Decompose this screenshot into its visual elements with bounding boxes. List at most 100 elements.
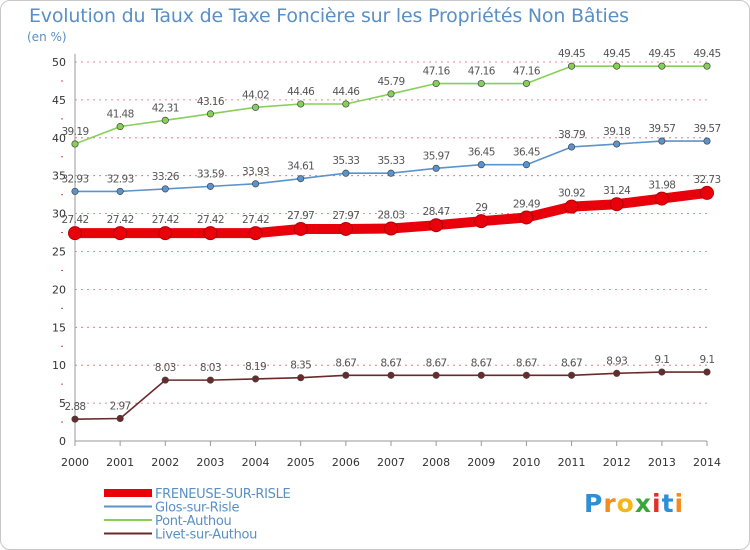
legend-label: Glos-sur-Risle <box>155 501 239 516</box>
data-point <box>564 199 579 214</box>
data-point <box>387 90 395 98</box>
x-tick-label: 2011 <box>558 456 586 469</box>
data-point <box>71 187 79 195</box>
data-point <box>248 226 263 241</box>
data-label: 27.97 <box>287 210 314 222</box>
data-label: 35.33 <box>332 155 359 167</box>
data-point <box>113 226 128 241</box>
data-label: 28.47 <box>423 206 450 218</box>
data-label: 8.03 <box>155 362 176 374</box>
series-freneuse-sur-risle: 27.42 27.42 27.42 27.42 27.42 27.97 27.97 28.03… <box>61 174 721 241</box>
x-tick-label: 2001 <box>106 456 134 469</box>
x-tick-label: 2000 <box>61 456 89 469</box>
data-label: 9.1 <box>654 354 669 366</box>
data-label: 29.49 <box>513 198 540 210</box>
data-label: 27.42 <box>197 214 224 226</box>
data-label: 31.98 <box>648 180 675 192</box>
x-tick-label: 2010 <box>512 456 540 469</box>
data-point <box>206 376 214 384</box>
data-point <box>432 79 440 88</box>
data-point <box>116 123 124 131</box>
data-label: 49.45 <box>648 48 675 60</box>
y-tick-label: 25 <box>52 246 66 259</box>
data-point <box>522 79 530 88</box>
y-tick-label: 0 <box>59 435 66 448</box>
x-tick-label: 2007 <box>377 456 405 469</box>
data-label: 9.1 <box>700 354 715 366</box>
data-point <box>387 169 395 177</box>
data-label: 39.18 <box>603 126 630 138</box>
data-label: 8.67 <box>381 357 402 369</box>
data-label: 42.31 <box>152 102 179 114</box>
data-point <box>297 374 305 382</box>
data-point <box>700 185 714 200</box>
data-point <box>206 182 214 190</box>
data-point <box>568 62 576 70</box>
data-label: 27.42 <box>61 214 88 226</box>
data-label: 2.88 <box>65 401 86 413</box>
data-point <box>158 226 173 241</box>
data-label: 39.57 <box>648 123 675 135</box>
legend-label: Livet-sur-Authou <box>155 528 257 543</box>
x-tick-label: 2014 <box>693 456 721 469</box>
data-point <box>703 137 711 145</box>
data-point <box>519 210 534 225</box>
x-tick-label: 2003 <box>196 456 224 469</box>
y-axis-unit: (en %) <box>27 30 67 44</box>
data-point <box>116 187 124 195</box>
y-tick-label: 20 <box>52 283 66 296</box>
data-label: 8.93 <box>606 355 627 367</box>
logo-letter: r <box>603 489 617 518</box>
data-label: 27.97 <box>332 210 359 222</box>
data-label: 32.93 <box>107 173 134 185</box>
data-label: 39.19 <box>61 126 88 138</box>
legend-label: FRENEUSE-SUR-RISLE <box>155 487 291 502</box>
y-tick-label: 35 <box>52 170 66 183</box>
data-point <box>432 371 440 379</box>
data-label: 8.03 <box>200 362 221 374</box>
logo-letter: i <box>652 489 662 518</box>
data-point <box>609 197 624 212</box>
data-point <box>387 371 395 379</box>
data-point <box>474 214 489 229</box>
data-label: 33.59 <box>197 168 224 180</box>
data-point <box>658 137 666 145</box>
data-label: 49.45 <box>693 48 720 60</box>
x-tick-label: 2006 <box>332 456 360 469</box>
data-label: 8.67 <box>335 357 356 369</box>
x-tick-label: 2008 <box>422 456 450 469</box>
data-label: 2.97 <box>110 400 131 412</box>
data-label: 27.42 <box>107 214 134 226</box>
data-point <box>161 185 169 193</box>
proxiti-logo: Proxiti <box>584 489 684 518</box>
logo-letter: P <box>584 489 604 518</box>
data-label: 44.46 <box>332 86 360 98</box>
data-label: 30.92 <box>558 188 585 200</box>
data-point <box>654 191 669 206</box>
data-point <box>613 369 621 377</box>
data-label: 49.45 <box>558 48 585 60</box>
series-line <box>74 371 708 420</box>
y-tick-label: 15 <box>52 321 66 334</box>
data-point <box>429 218 444 233</box>
data-point <box>161 116 169 124</box>
y-tick-label: 50 <box>52 56 66 69</box>
y-tick-label: 40 <box>52 132 66 145</box>
data-point <box>342 371 350 379</box>
data-label: 8.67 <box>471 357 492 369</box>
data-label: 39.57 <box>693 123 720 135</box>
data-point <box>568 371 576 379</box>
data-point <box>252 103 260 111</box>
x-tick-label: 2005 <box>287 456 315 469</box>
data-point <box>477 371 485 379</box>
x-tick-label: 2013 <box>648 456 676 469</box>
chart-title: Evolution du Taux de Taxe Foncière sur l… <box>29 5 629 27</box>
data-point <box>297 175 305 183</box>
data-point <box>703 62 711 70</box>
data-label: 34.61 <box>287 161 314 173</box>
data-point <box>203 226 218 241</box>
y-tick-label: 5 <box>59 397 66 410</box>
data-point <box>568 143 576 151</box>
